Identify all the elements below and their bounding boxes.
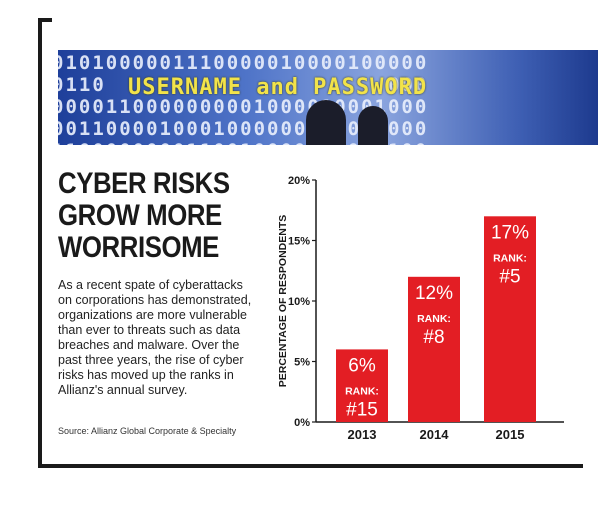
title-line: CYBER RISKS bbox=[58, 167, 230, 200]
banner-headline-band: USERNAME and PASSWORD bbox=[118, 74, 437, 100]
title-line: WORRISOME bbox=[58, 231, 219, 264]
article-body: As a recent spate of cyberattacks on cor… bbox=[58, 278, 252, 397]
frame-top-rule bbox=[38, 18, 52, 22]
title-line: GROW MORE bbox=[58, 199, 222, 232]
y-tick-label: 5% bbox=[294, 357, 310, 369]
article-title: CYBER RISKS GROW MORE WORRISOME bbox=[58, 168, 230, 264]
person-silhouette-right bbox=[358, 106, 388, 145]
person-silhouette-left bbox=[306, 100, 346, 145]
frame-bottom-rule bbox=[38, 464, 583, 468]
banner-headline: USERNAME and PASSWORD bbox=[128, 74, 428, 100]
y-tick-label: 20% bbox=[288, 175, 310, 187]
x-tick-label: 2015 bbox=[496, 427, 525, 442]
bar-value-label: 6% bbox=[348, 355, 376, 376]
bar bbox=[336, 349, 388, 422]
binary-row: 0101000001110000010000100000 bbox=[58, 52, 429, 74]
frame-left-rule bbox=[38, 18, 42, 468]
bar bbox=[484, 216, 536, 422]
banner-image: 0101000001110000010000100000 0110 000 0000… bbox=[58, 50, 598, 145]
source-note: Source: Allianz Global Corporate & Speci… bbox=[58, 426, 237, 436]
y-axis-label: PERCENTAGE OF RESPONDENTS bbox=[277, 215, 289, 388]
bar-rank-value: #5 bbox=[499, 266, 520, 287]
x-tick-label: 2014 bbox=[420, 427, 450, 442]
bar bbox=[408, 276, 460, 422]
bar-rank-label: RANK: bbox=[493, 252, 527, 264]
bar-rank-label: RANK: bbox=[345, 385, 379, 397]
bar-chart: PERCENTAGE OF RESPONDENTS 0% 5% 10% 15% 20% 6%… bbox=[277, 175, 564, 442]
y-tick-label: 0% bbox=[294, 417, 310, 429]
bar-rank-value: #8 bbox=[423, 327, 444, 348]
bar-rank-value: #15 bbox=[346, 399, 378, 420]
x-tick-label: 2013 bbox=[348, 427, 377, 442]
y-tick-label: 10% bbox=[288, 296, 310, 308]
bar-value-label: 12% bbox=[415, 283, 453, 304]
y-tick-label: 15% bbox=[288, 236, 310, 248]
bar-value-label: 17% bbox=[491, 222, 529, 243]
binary-row: 0110 000 bbox=[58, 74, 429, 96]
bar-rank-label: RANK: bbox=[417, 313, 451, 325]
binary-row: 1100000000110010000110001100 bbox=[58, 140, 598, 145]
